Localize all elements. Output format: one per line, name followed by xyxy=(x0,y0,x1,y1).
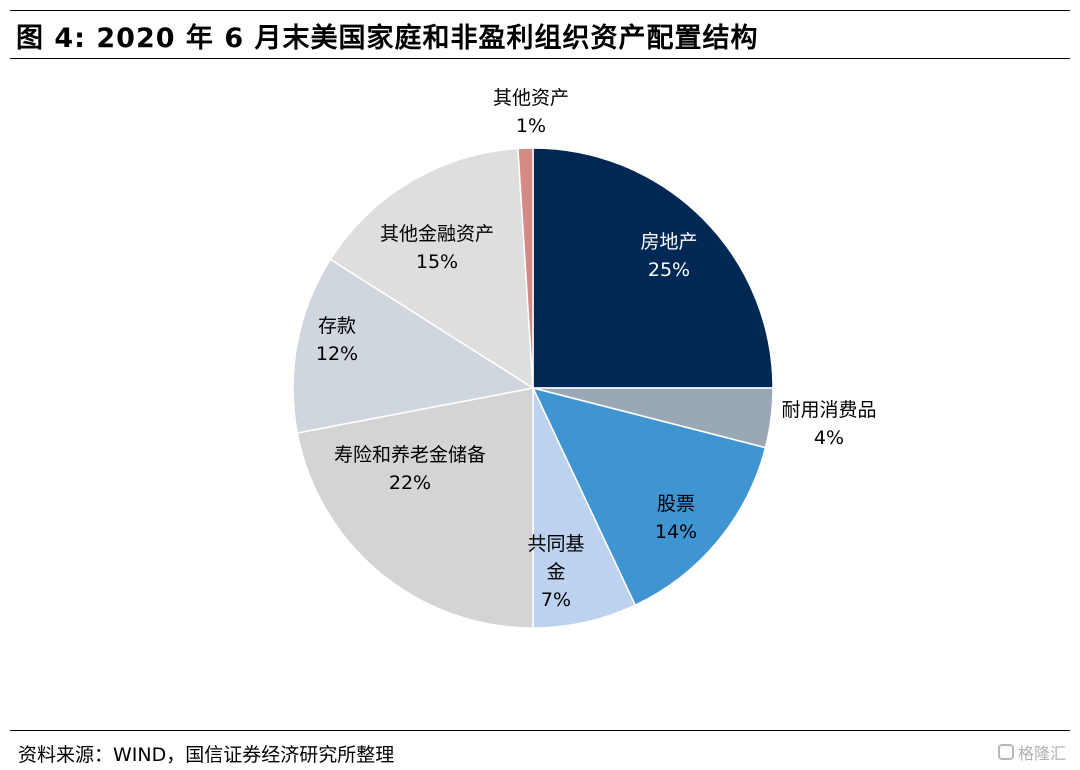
pie-slice xyxy=(292,258,536,434)
slice-name-label: 寿险和养老金储备 xyxy=(334,444,486,466)
pie-slice xyxy=(329,147,534,390)
watermark: 格隆汇 xyxy=(997,740,1066,764)
slice-label: 股票 14% xyxy=(655,493,697,543)
slice-name-label: 其他资产 xyxy=(493,87,569,109)
slice-value-label: 12% xyxy=(316,343,358,365)
bottom-rule xyxy=(10,730,1070,731)
slice-name-label: 共同基 xyxy=(527,533,584,555)
slice-value-label: 15% xyxy=(416,251,458,273)
watermark-logo-icon xyxy=(997,744,1014,760)
pie-slice xyxy=(531,386,767,607)
slice-value-label: 7% xyxy=(541,589,571,611)
slice-label: 存款 12% xyxy=(316,315,358,365)
pie-slice xyxy=(517,147,534,389)
chart-title: 图 4: 2020 年 6 月末美国家庭和非盈利组织资产配置结构 xyxy=(16,23,759,54)
slice-name-label: 金 xyxy=(546,561,565,583)
source-note: 资料来源：WIND，国信证券经济研究所整理 xyxy=(18,744,395,766)
slice-label: 其他资产 1% xyxy=(493,87,569,137)
slice-value-label: 14% xyxy=(655,521,697,543)
pie-slice xyxy=(532,387,637,629)
slice-value-label: 25% xyxy=(648,259,690,281)
slice-value-label: 4% xyxy=(814,427,844,449)
slice-name-label: 房地产 xyxy=(640,231,697,253)
slice-name-label: 耐用消费品 xyxy=(781,399,876,421)
slice-label: 其他金融资产 15% xyxy=(380,223,494,273)
title-rule xyxy=(10,58,1070,59)
slice-name-label: 存款 xyxy=(318,315,356,337)
top-rule xyxy=(10,10,1070,11)
slice-label: 寿险和养老金储备 22% xyxy=(334,444,486,494)
slice-value-label: 22% xyxy=(389,472,431,494)
slice-label: 耐用消费品 4% xyxy=(781,399,876,449)
slice-label: 房地产 25% xyxy=(640,231,697,281)
slice-name-label: 其他金融资产 xyxy=(380,223,494,245)
slice-value-label: 1% xyxy=(516,115,546,137)
pie-slice xyxy=(296,387,534,629)
slice-name-label: 股票 xyxy=(657,493,695,515)
pie-slice xyxy=(532,147,774,389)
watermark-text: 格隆汇 xyxy=(1017,744,1066,763)
